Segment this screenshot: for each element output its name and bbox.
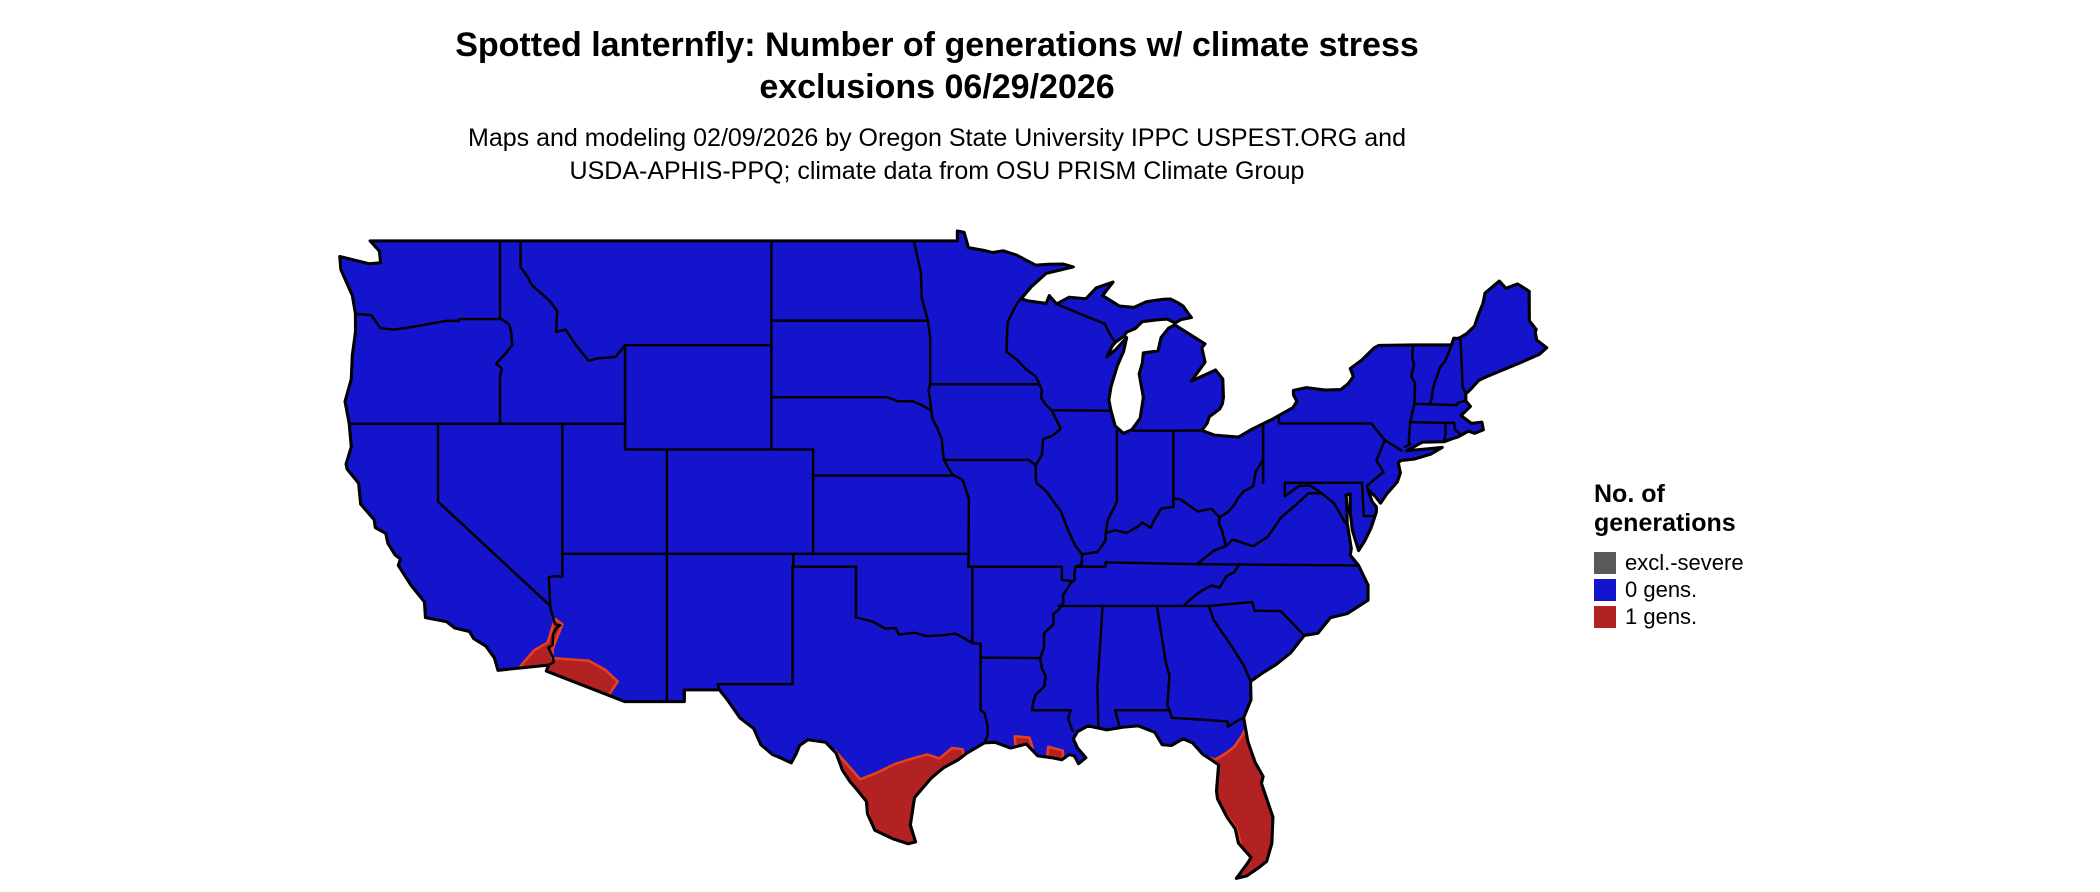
state-border-line: [1113, 709, 1245, 729]
legend-swatch: [1594, 606, 1616, 628]
legend-swatch: [1594, 552, 1616, 574]
state-border-line: [1182, 562, 1241, 608]
state-borders: [347, 239, 1468, 745]
state-border-line: [1408, 420, 1456, 425]
state-border-line: [979, 642, 989, 745]
state-border-line: [1442, 421, 1447, 443]
state-border-line: [942, 458, 1037, 467]
us-map-svg: [338, 229, 1549, 880]
state-border-line: [1224, 492, 1323, 548]
legend-title: No. of generations: [1594, 480, 1744, 538]
state-border-line: [1207, 600, 1306, 637]
state-border-line: [929, 409, 971, 555]
map-title-line-2: exclusions 06/29/2026: [759, 68, 1115, 107]
legend-title-line-1: No. of: [1594, 480, 1665, 508]
legend-items: excl.-severe 0 gens. 1 gens.: [1594, 550, 1744, 631]
state-border-line: [547, 552, 564, 608]
legend-item: 1 gens.: [1594, 604, 1744, 631]
state-border-line: [716, 565, 794, 692]
state-border-line: [1383, 438, 1403, 452]
state-border-line: [854, 616, 982, 645]
state-border-line: [1403, 343, 1417, 449]
state-border-line: [770, 396, 933, 412]
map-title-line-1: Spotted lanternfly: Number of generation…: [455, 26, 1419, 64]
state-border-line: [494, 317, 514, 425]
state-border-line: [354, 312, 503, 331]
state-border-line: [1031, 709, 1074, 733]
state-border-line: [1365, 438, 1386, 492]
state-border-line: [519, 239, 627, 363]
page-title: Spotted lanternfly: Number of generation…: [357, 24, 1517, 108]
map-subtitle-line-2: USDA-APHIS-PPQ; climate data from OSU PR…: [569, 156, 1305, 185]
state-border-line: [1113, 709, 1121, 728]
state-border-line: [1096, 604, 1104, 730]
state-border-line: [1076, 560, 1362, 568]
state-border-line: [1277, 414, 1386, 442]
map-subtitle: Maps and modeling 02/09/2026 by Oregon S…: [437, 122, 1437, 187]
state-border-line: [1452, 421, 1461, 435]
state-border-line: [967, 565, 1073, 583]
state-border-line: [1005, 297, 1084, 712]
state-border-line: [1207, 604, 1252, 683]
legend-item: excl.-severe: [1594, 550, 1744, 577]
state-border-line: [967, 552, 974, 645]
legend-item-label: excl.-severe: [1625, 550, 1744, 575]
state-border-line: [792, 565, 858, 619]
state-border-line: [1055, 302, 1117, 344]
legend-item: 0 gens.: [1594, 577, 1744, 604]
legend-item-label: 0 gens.: [1625, 577, 1698, 602]
state-border-line: [1413, 399, 1468, 407]
legend-swatch: [1594, 579, 1616, 601]
map-subtitle-line-1: Maps and modeling 02/09/2026 by Oregon S…: [468, 124, 1406, 152]
legend-item-label: 1 gens.: [1625, 604, 1698, 629]
state-border-line: [979, 656, 1042, 660]
state-border-line: [912, 239, 933, 412]
us-outline: [338, 229, 1549, 880]
state-border-line: [1195, 516, 1228, 566]
state-border-line: [1428, 343, 1453, 406]
state-border-line: [1360, 481, 1379, 518]
state-border-line: [1283, 481, 1352, 529]
legend-title-line-2: generations: [1594, 508, 1736, 537]
legend: No. of generations excl.-severe 0 gens. 1 …: [1594, 480, 1744, 631]
state-border-line: [1104, 429, 1119, 535]
state-border-line: [1155, 604, 1171, 712]
state-border-line: [1459, 336, 1468, 396]
